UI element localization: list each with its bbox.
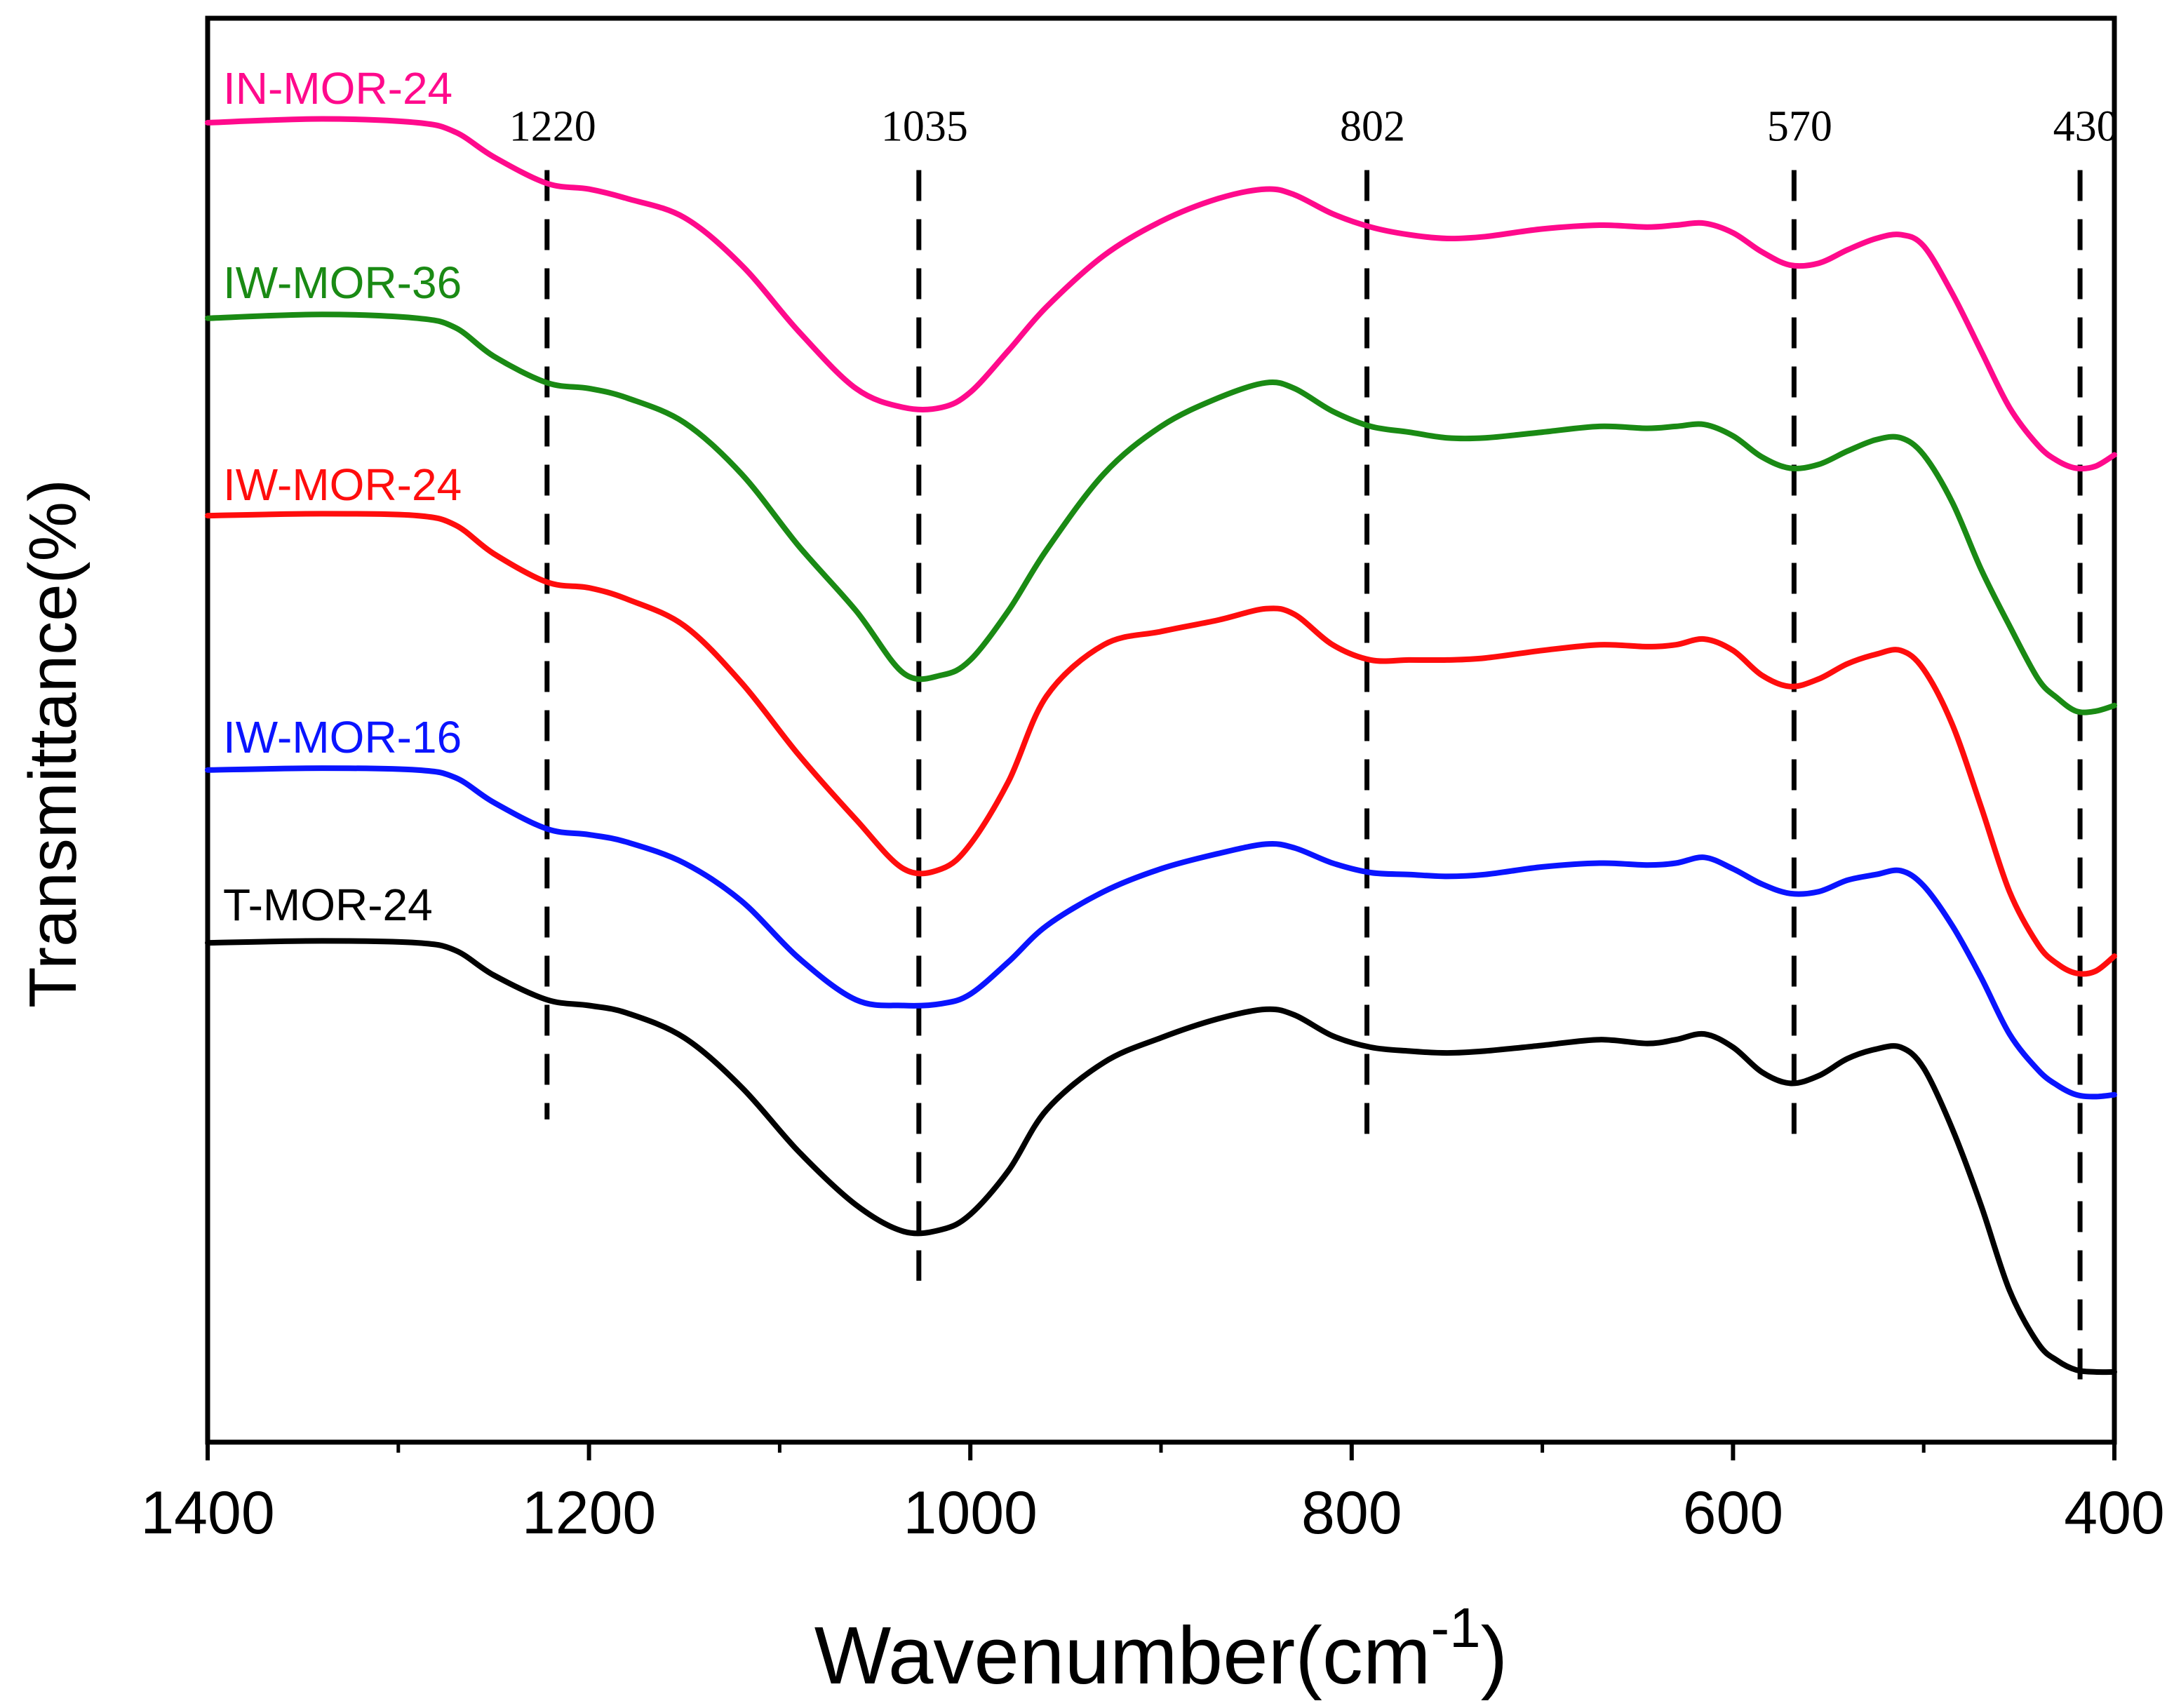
x-tick-label-1000: 1000 (904, 1479, 1038, 1547)
series-label-t-mor-24: T-MOR-24 (223, 880, 433, 930)
y-axis-title: Transmittance(%) (15, 479, 90, 1008)
series-line-iw-mor-36 (205, 311, 2117, 715)
peak-label-570: 570 (1767, 103, 1832, 151)
x-axis-title-main: Wavenumber(cm (814, 1610, 1431, 1701)
x-tick-label-400: 400 (2064, 1479, 2165, 1547)
x-axis-ticks: 1400 1200 1000 800 600 400 (140, 1442, 2165, 1547)
series-line-in-mor-24 (205, 116, 2117, 472)
plot-frame (205, 15, 2117, 1445)
peak-marker-lines: 1220 1035 802 570 430 (509, 103, 2119, 1395)
x-tick-label-800: 800 (1301, 1479, 1402, 1547)
series-label-iw-mor-36: IW-MOR-36 (223, 257, 462, 308)
x-tick-label-1200: 1200 (522, 1479, 656, 1547)
peak-label-430: 430 (2053, 103, 2119, 151)
peak-label-1035: 1035 (881, 103, 968, 151)
series-line-t-mor-24 (205, 938, 2117, 1376)
x-axis-title-superscript: -1 (1431, 1596, 1481, 1659)
peak-label-1220: 1220 (509, 103, 596, 151)
series-line-iw-mor-24 (205, 511, 2117, 977)
x-axis-title: Wavenumber(cm-1) (814, 1596, 1508, 1701)
x-tick-label-600: 600 (1683, 1479, 1784, 1547)
series-line-iw-mor-16 (205, 765, 2117, 1100)
series-label-iw-mor-24: IW-MOR-24 (223, 459, 462, 510)
series-label-iw-mor-16: IW-MOR-16 (223, 712, 462, 762)
spectra-series (205, 116, 2117, 1376)
x-axis-title-suffix: ) (1481, 1610, 1508, 1701)
series-label-in-mor-24: IN-MOR-24 (223, 63, 452, 114)
peak-label-802: 802 (1340, 103, 1405, 151)
x-tick-label-1400: 1400 (140, 1479, 274, 1547)
